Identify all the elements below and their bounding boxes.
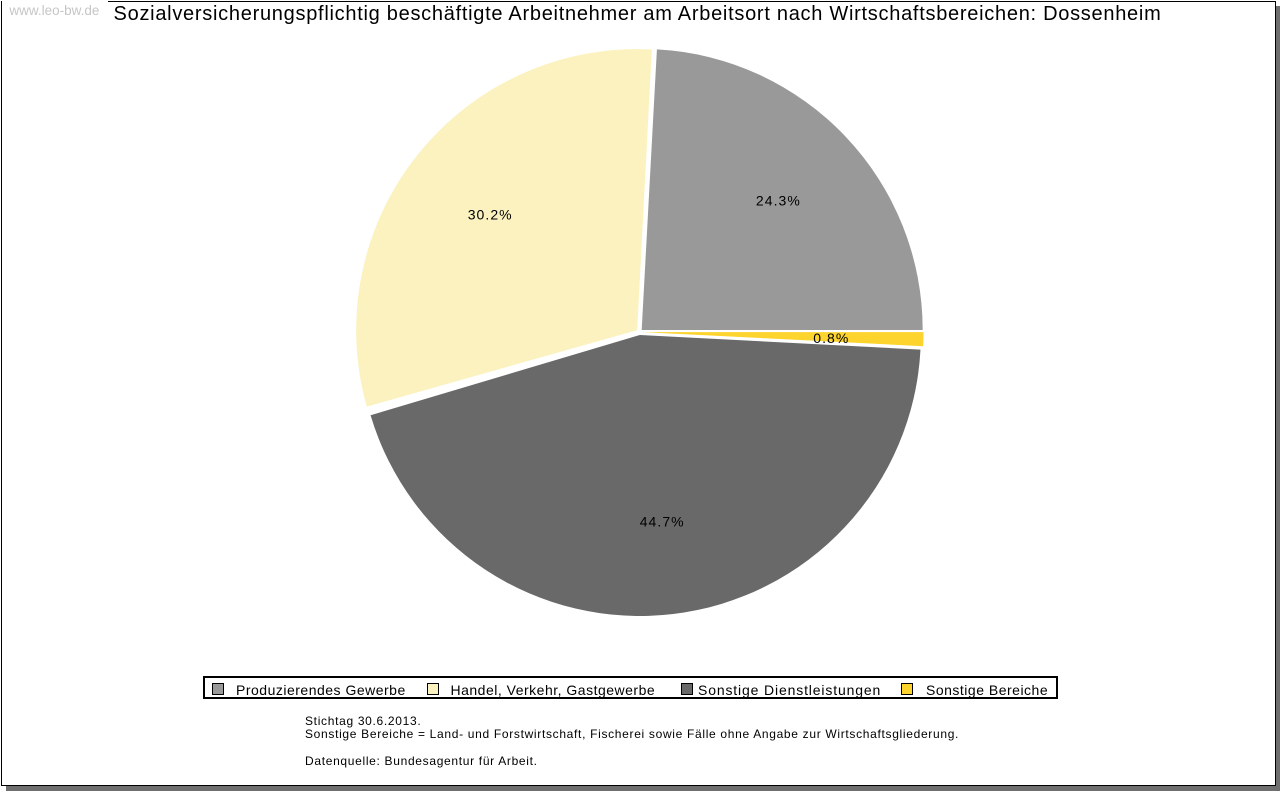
svg-text:30.2%: 30.2% xyxy=(468,207,513,223)
svg-text:44.7%: 44.7% xyxy=(640,514,685,530)
svg-text:0.8%: 0.8% xyxy=(813,330,849,346)
svg-text:24.3%: 24.3% xyxy=(756,192,801,208)
